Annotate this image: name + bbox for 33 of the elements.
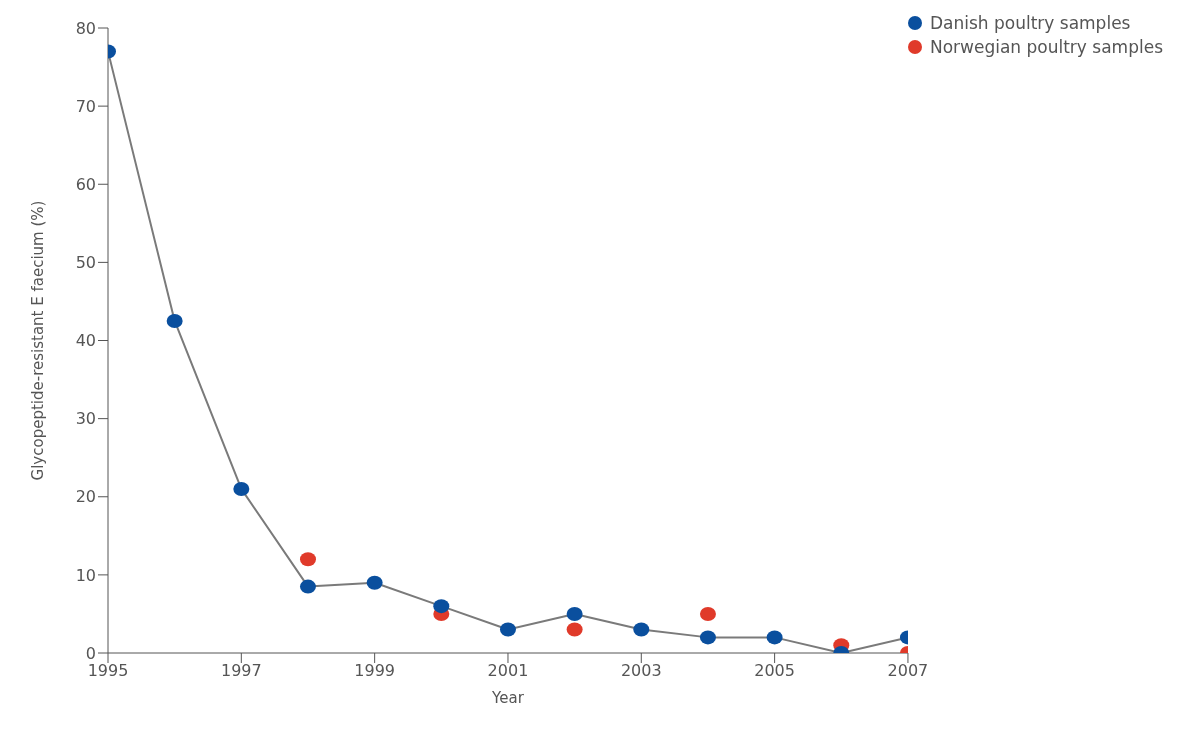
point xyxy=(633,622,650,637)
legend-label: Norwegian poultry samples xyxy=(929,37,1163,57)
y-tick-label: 10 xyxy=(75,565,96,585)
y-axis-title: Glycopeptide-resistant E faecium (%) xyxy=(29,200,48,481)
x-tick-label: 2005 xyxy=(754,661,795,681)
x-tick-label: 2003 xyxy=(620,661,662,681)
y-tick-label: 40 xyxy=(75,331,96,351)
point xyxy=(299,552,316,567)
point xyxy=(166,313,183,328)
point xyxy=(566,606,583,621)
x-tick-label: 2007 xyxy=(887,661,929,681)
y-tick-label: 50 xyxy=(75,253,96,273)
y-tick-label: 0 xyxy=(85,643,96,663)
x-tick-label: 2001 xyxy=(487,661,529,681)
y-tick-label: 20 xyxy=(75,487,96,507)
point xyxy=(233,481,250,496)
x-tick-label: 1997 xyxy=(220,661,262,681)
point xyxy=(699,606,716,621)
point xyxy=(766,630,783,645)
legend-label: Danish poultry samples xyxy=(929,13,1131,33)
point xyxy=(366,575,383,590)
point xyxy=(699,630,716,645)
point xyxy=(299,579,316,594)
y-tick-label: 80 xyxy=(75,18,96,38)
x-axis-title: Year xyxy=(491,689,525,707)
y-tick-label: 60 xyxy=(75,174,96,194)
x-tick-label: 1995 xyxy=(87,661,129,681)
x-tick-label: 1999 xyxy=(354,661,396,681)
y-tick-label: 30 xyxy=(75,409,96,429)
y-tick-label: 70 xyxy=(75,96,96,116)
point xyxy=(566,622,583,637)
point xyxy=(499,622,516,637)
point xyxy=(433,599,450,614)
